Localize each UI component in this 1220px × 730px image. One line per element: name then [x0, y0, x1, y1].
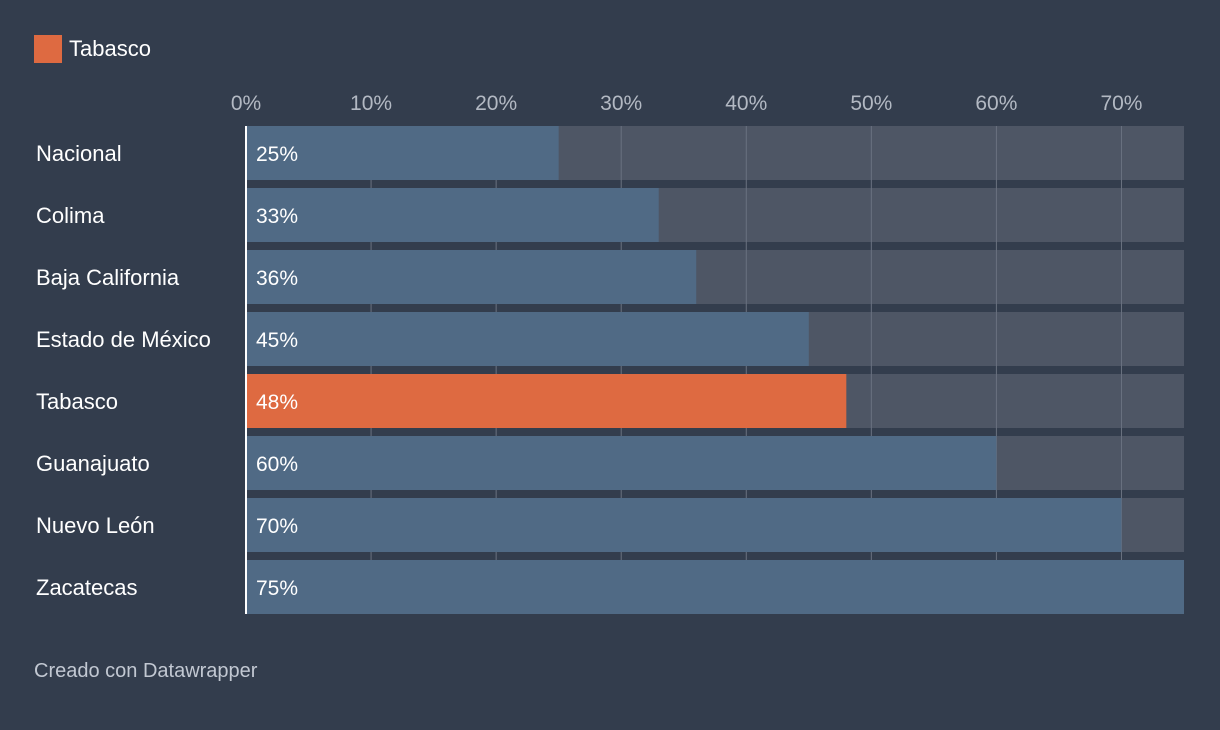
- category-label: Nacional: [36, 141, 122, 166]
- bar: [246, 250, 697, 304]
- tick-label: 60%: [975, 92, 1017, 115]
- legend-label: Tabasco: [69, 36, 151, 61]
- category-label: Nuevo León: [36, 513, 155, 538]
- category-label: Estado de México: [36, 327, 211, 352]
- tick-label: 30%: [600, 92, 642, 115]
- bar: [246, 188, 659, 242]
- category-label: Colima: [36, 203, 105, 228]
- tick-label: 10%: [350, 92, 392, 115]
- value-label: 60%: [256, 453, 298, 476]
- bar: [246, 126, 559, 180]
- value-label: 70%: [256, 515, 298, 538]
- category-label: Baja California: [36, 265, 180, 290]
- category-label: Zacatecas: [36, 575, 138, 600]
- value-label: 36%: [256, 267, 298, 290]
- bar-chart: Nacional 25% Colima 33% Baja California 36% Es…: [36, 92, 1184, 614]
- bar: [246, 560, 1184, 614]
- bar: [246, 436, 997, 490]
- tick-label: 50%: [850, 92, 892, 115]
- category-label: Guanajuato: [36, 451, 150, 476]
- value-label: 25%: [256, 143, 298, 166]
- value-label: 33%: [256, 205, 298, 228]
- credit-text[interactable]: Creado con Datawrapper: [34, 660, 258, 682]
- bar: [246, 498, 1122, 552]
- tick-label: 70%: [1100, 92, 1142, 115]
- tick-label: 40%: [725, 92, 767, 115]
- value-label: 48%: [256, 391, 298, 414]
- category-label: Tabasco: [36, 389, 118, 414]
- tick-label: 0%: [231, 92, 261, 115]
- bar: [246, 374, 847, 428]
- bar: [246, 312, 809, 366]
- value-label: 75%: [256, 577, 298, 600]
- value-label: 45%: [256, 329, 298, 352]
- legend: Tabasco: [34, 35, 151, 63]
- tick-label: 20%: [475, 92, 517, 115]
- legend-swatch: [34, 35, 62, 63]
